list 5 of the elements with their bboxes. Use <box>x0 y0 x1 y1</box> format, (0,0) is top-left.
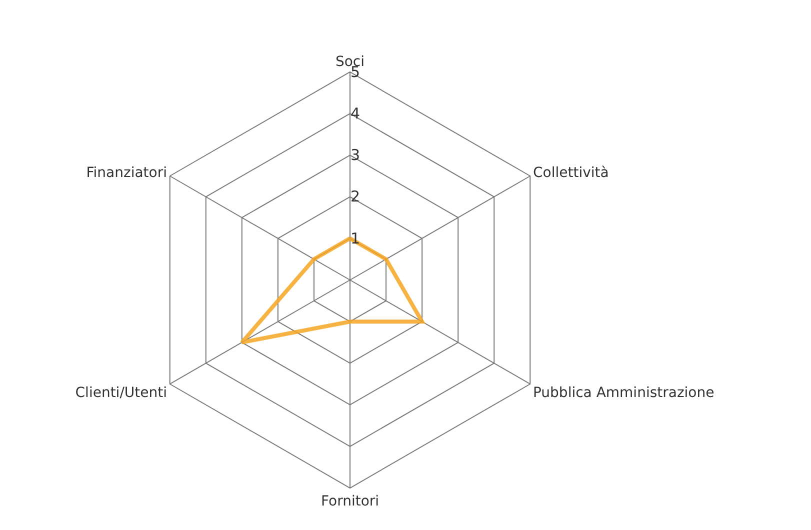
spoke-label: Collettività <box>532 165 609 182</box>
spoke-label: Fornitori <box>320 493 380 510</box>
spoke-label: Finanziatori <box>86 165 168 182</box>
spoke-label: Pubblica Amministrazione <box>532 384 714 401</box>
spoke-label: Clienti/Utenti <box>75 384 168 401</box>
